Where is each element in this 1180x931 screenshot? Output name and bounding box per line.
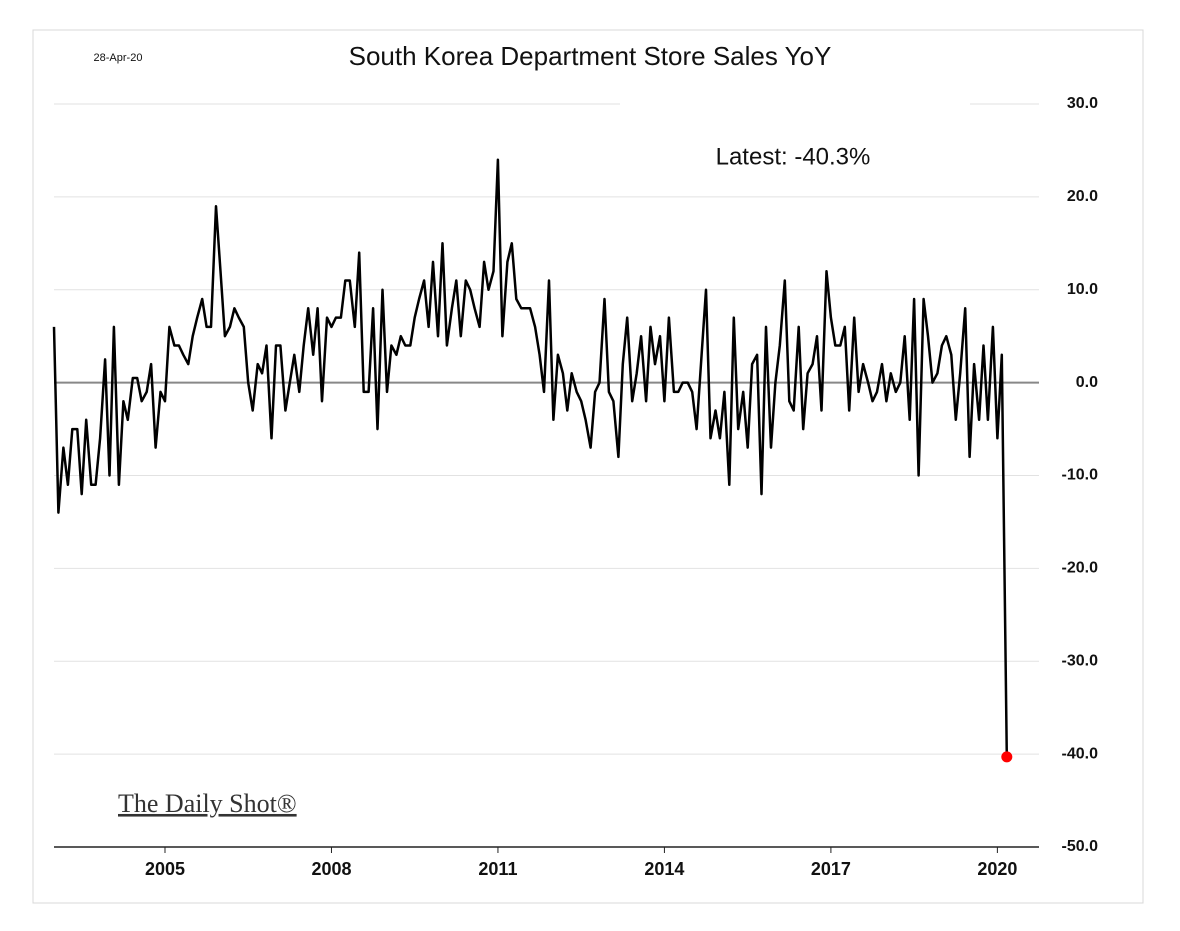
annotation-backdrop	[620, 94, 970, 114]
y-tick-label: 20.0	[1067, 188, 1098, 205]
annotation: Latest: -40.3%	[716, 143, 871, 170]
y-tick-label: -50.0	[1062, 838, 1099, 855]
date-label: 28-Apr-20	[94, 52, 143, 64]
line-series	[52, 158, 1009, 757]
y-tick-label: -30.0	[1062, 652, 1099, 669]
latest-point	[1001, 751, 1013, 763]
chart-title: South Korea Department Store Sales YoY	[349, 41, 832, 71]
x-tick-label: 2008	[311, 859, 351, 879]
x-tick-label: 2005	[145, 859, 185, 879]
y-tick-label: -20.0	[1062, 560, 1099, 577]
y-tick-label: -40.0	[1062, 745, 1099, 762]
x-tick-label: 2017	[811, 859, 851, 879]
chart-frame	[32, 29, 1144, 904]
watermark: The Daily Shot®	[118, 789, 297, 818]
y-tick-label: -10.0	[1062, 467, 1099, 484]
y-tick-label: 30.0	[1067, 95, 1098, 112]
y-tick-label: 0.0	[1076, 374, 1098, 391]
x-tick-label: 2020	[977, 859, 1017, 879]
x-tick-label: 2014	[644, 859, 684, 879]
x-tick-label: 2011	[478, 859, 517, 879]
y-tick-label: 10.0	[1067, 281, 1098, 298]
